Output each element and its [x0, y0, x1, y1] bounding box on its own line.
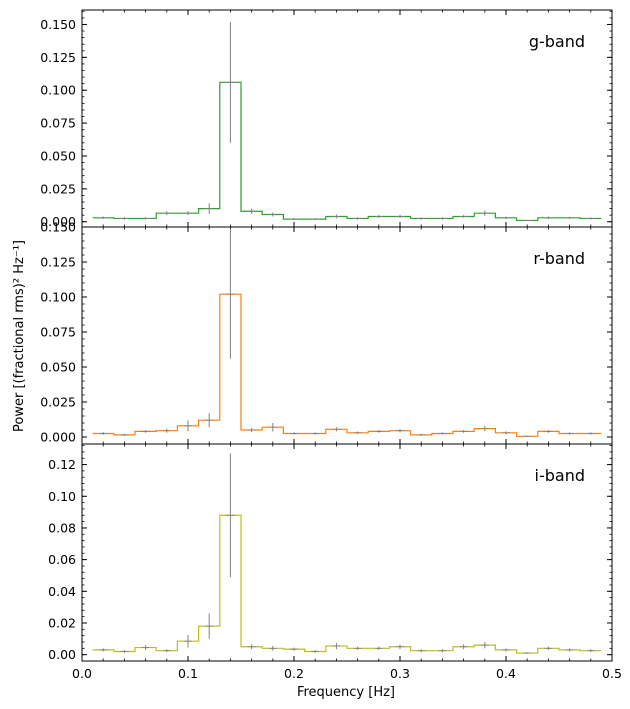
x-tick-label: 0.1	[178, 666, 198, 681]
y-tick-label: 0.125	[40, 50, 76, 65]
panel-3: 0.00 0.02 0.04 0.06 0.08 0.10 0.12 i-band 0.0 0.1…	[48, 443, 622, 681]
y-tick-label: 0.075	[40, 116, 76, 131]
y-tick-label: 0.08	[48, 520, 76, 535]
x-tick-label: 0.0	[72, 666, 92, 681]
panel-1: 0.000 0.025 0.050 0.075 0.100 0.125 0.150 g-ban…	[40, 9, 613, 229]
y-tick-label: 0.150	[40, 220, 76, 235]
series-step-line	[92, 293, 602, 437]
series-step-line	[92, 514, 602, 654]
panels-layer: 0.000 0.025 0.050 0.075 0.100 0.125 0.150 g-ban…	[40, 9, 622, 681]
panel-label: g-band	[529, 32, 585, 51]
y-tick-label: 0.12	[48, 457, 76, 472]
y-tick-label: 0.050	[40, 360, 76, 375]
y-tick-label: 0.075	[40, 325, 76, 340]
y-tick-label: 0.025	[40, 395, 76, 410]
y-tick-label: 0.10	[48, 489, 76, 504]
y-tick-label: 0.04	[48, 584, 76, 599]
y-tick-label: 0.100	[40, 290, 76, 305]
x-axis-title: Frequency [Hz]	[297, 685, 395, 700]
y-tick-label: 0.150	[40, 17, 76, 32]
panel-label: r-band	[533, 249, 585, 268]
x-tick-label: 0.2	[284, 666, 304, 681]
y-tick-label: 0.125	[40, 255, 76, 270]
x-tick-label: 0.4	[496, 666, 516, 681]
y-tick-label: 0.000	[40, 214, 76, 229]
y-tick-label: 0.000	[40, 430, 76, 445]
y-tick-label: 0.100	[40, 83, 76, 98]
y-tick-label: 0.00	[48, 647, 76, 662]
y-tick-label: 0.025	[40, 181, 76, 196]
y-tick-label: 0.050	[40, 148, 76, 163]
y-tick-label: 0.02	[48, 615, 76, 630]
panel-frame	[81, 443, 613, 662]
series-step-line	[92, 81, 602, 222]
panel-label: i-band	[535, 466, 585, 485]
x-tick-label: 0.5	[602, 666, 622, 681]
y-axis-title: Power [(fractional rms)² Hz⁻¹]	[12, 240, 27, 432]
y-tick-label: 0.06	[48, 552, 76, 567]
x-tick-label: 0.3	[390, 666, 410, 681]
panel-2: 0.000 0.025 0.050 0.075 0.100 0.125 0.150 r-ban…	[40, 220, 613, 445]
